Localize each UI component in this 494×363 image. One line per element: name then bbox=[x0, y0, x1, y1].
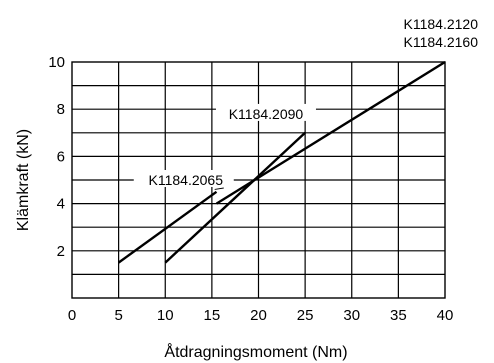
x-tick-label: 40 bbox=[437, 307, 454, 324]
y-tick-label: 6 bbox=[57, 148, 65, 165]
series-line-2 bbox=[164, 131, 306, 264]
x-tick-label: 20 bbox=[250, 307, 267, 324]
tick-labels: 0 5 10 15 20 25 30 35 40 2 4 6 8 10 bbox=[48, 54, 453, 324]
x-tick-label: 5 bbox=[114, 307, 122, 324]
x-tick-label: 10 bbox=[157, 307, 174, 324]
series-line-3 bbox=[215, 60, 446, 205]
y-axis-title: Klämkraft (kN) bbox=[15, 129, 32, 231]
x-tick-label: 0 bbox=[68, 307, 76, 324]
label-backdrop bbox=[215, 103, 316, 121]
y-tick-label: 10 bbox=[48, 54, 65, 71]
x-tick-label: 35 bbox=[390, 307, 407, 324]
series-group bbox=[117, 60, 446, 264]
series-line-1 bbox=[117, 190, 218, 264]
y-tick-label: 2 bbox=[57, 243, 65, 260]
annotation-k1184-2120: K1184.2120 bbox=[404, 16, 479, 32]
annotation-k1184-2090: K1184.2090 bbox=[229, 106, 304, 122]
plot-frame bbox=[71, 61, 446, 299]
x-tick-label: 15 bbox=[204, 307, 221, 324]
label-backdrop bbox=[133, 170, 234, 187]
x-tick-label: 25 bbox=[297, 307, 314, 324]
annotations: K1184.2065 K1184.2090 K1184.2120 K1184.2160 bbox=[133, 16, 479, 190]
y-tick-label: 8 bbox=[57, 101, 65, 118]
x-axis-title: Åtdragningsmoment (Nm) bbox=[164, 342, 347, 361]
y-tick-label: 4 bbox=[57, 196, 65, 213]
annotation-k1184-2065: K1184.2065 bbox=[149, 172, 224, 188]
annotation-k1184-2160: K1184.2160 bbox=[404, 34, 479, 50]
leader-line bbox=[214, 187, 224, 190]
x-tick-label: 30 bbox=[343, 307, 360, 324]
